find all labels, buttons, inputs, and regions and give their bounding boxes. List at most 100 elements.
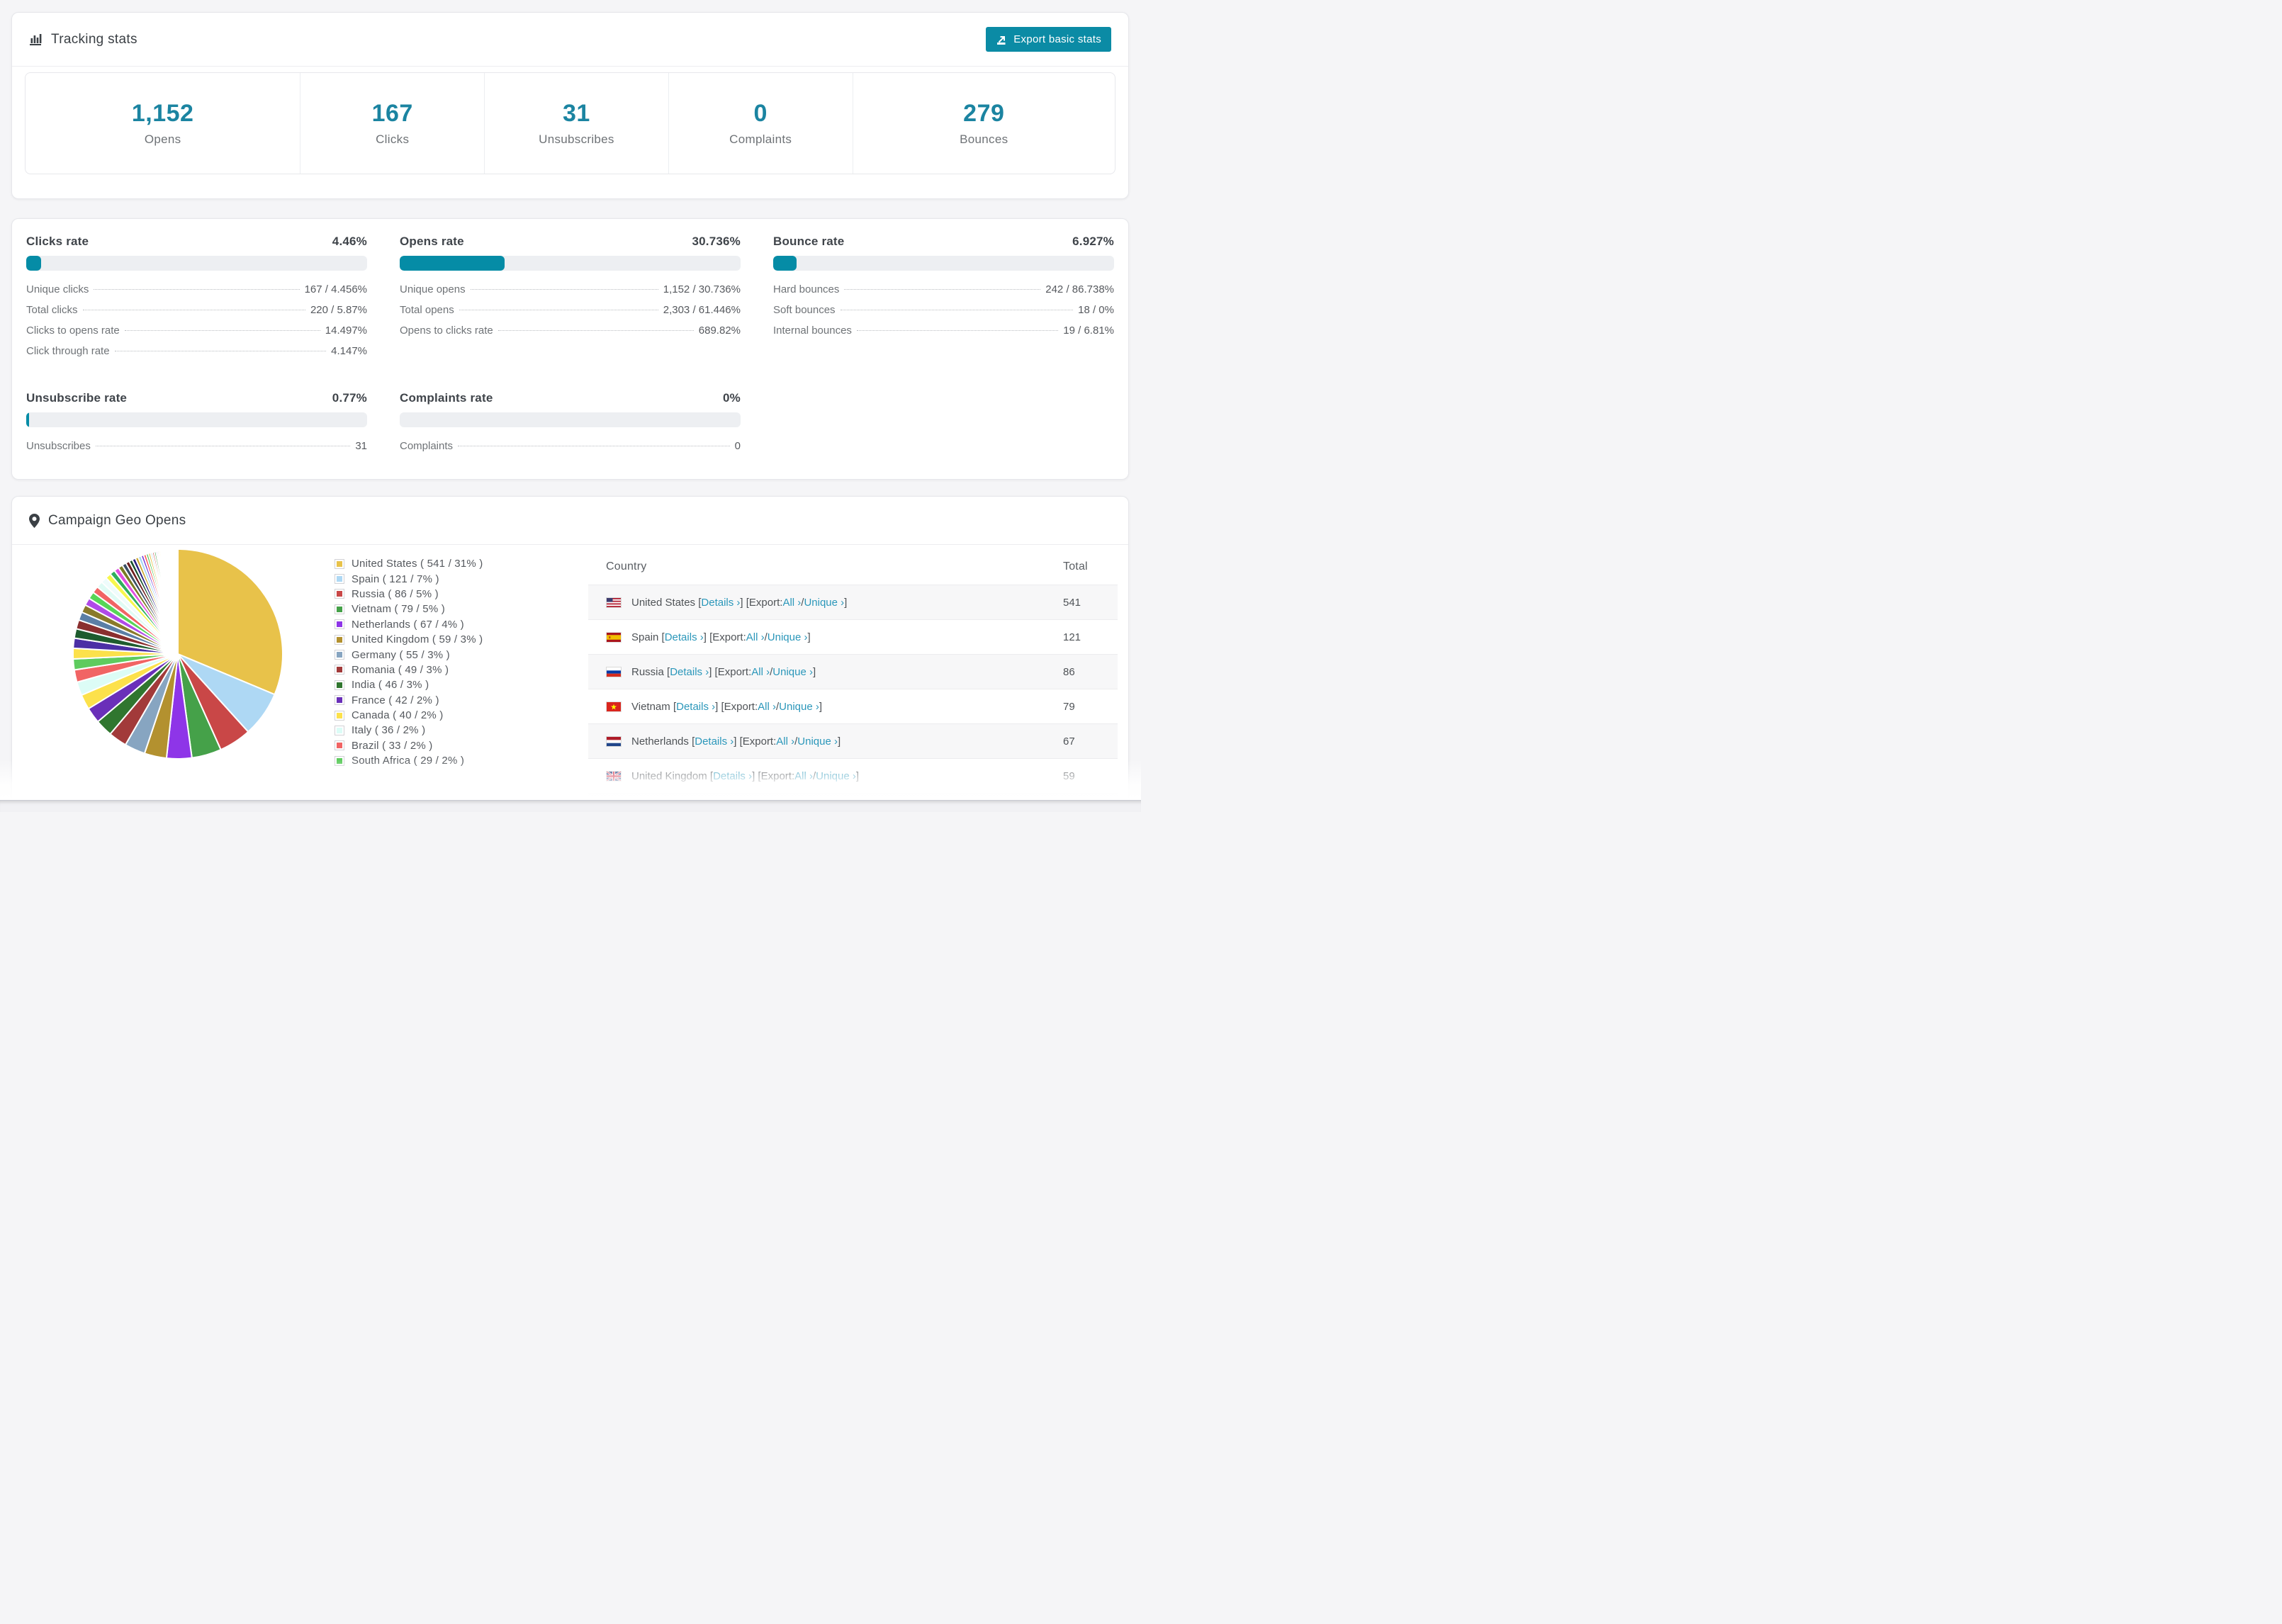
map-marker-icon xyxy=(29,513,40,528)
legend-swatch xyxy=(335,710,344,721)
rate-detail-list: Complaints 0 xyxy=(400,440,741,461)
rate-detail-value: 4.147% xyxy=(331,345,367,357)
export-all-link[interactable]: All › xyxy=(794,769,813,782)
export-all-link[interactable]: All › xyxy=(746,631,765,643)
bracket: [ xyxy=(698,596,702,609)
geo-country-table: Country Total United States [Details ›] … xyxy=(588,549,1118,812)
details-link[interactable]: Details › xyxy=(670,665,709,678)
legend-swatch xyxy=(335,589,344,599)
legend-item-france[interactable]: France ( 42 / 2% ) xyxy=(335,693,483,708)
export-all-link[interactable]: All › xyxy=(776,735,795,748)
total-cell: 541 xyxy=(1063,596,1081,609)
summary-stats-group: 1,152 Opens 167 Clicks 31 Unsubscribes 0 Compla… xyxy=(25,72,1115,174)
export-unique-link[interactable]: Unique › xyxy=(767,631,808,643)
legend-item-vietnam[interactable]: Vietnam ( 79 / 5% ) xyxy=(335,602,483,616)
legend-item-romania[interactable]: Romania ( 49 / 3% ) xyxy=(335,662,483,677)
geo-table-header: Country Total xyxy=(588,549,1118,585)
rate-panel-clicks-rate: Clicks rate 4.46% Unique clicks 167 / 4.456… xyxy=(26,235,367,366)
rate-panel-header: Bounce rate 6.927% xyxy=(773,235,1114,249)
rate-detail-label: Unique opens xyxy=(400,283,466,295)
legend-item-russia[interactable]: Russia ( 86 / 5% ) xyxy=(335,587,483,602)
details-link[interactable]: Details › xyxy=(664,631,704,643)
pie-legend: United States ( 541 / 31% ) Spain ( 121 /… xyxy=(335,556,483,768)
legend-item-united-kingdom[interactable]: United Kingdom ( 59 / 3% ) xyxy=(335,632,483,647)
export-unique-link[interactable]: Unique › xyxy=(772,665,813,678)
tracking-stats-header: Tracking stats Export basic stats xyxy=(12,13,1128,67)
export-unique-link[interactable]: Unique › xyxy=(797,735,838,748)
legend-label: Canada ( 40 / 2% ) xyxy=(352,709,444,722)
export-all-link[interactable]: All › xyxy=(751,665,770,678)
rate-title: Unsubscribe rate xyxy=(26,391,128,405)
rate-detail-row: Unique clicks 167 / 4.456% xyxy=(26,283,367,304)
legend-label: Netherlands ( 67 / 4% ) xyxy=(352,618,464,631)
export-all-link[interactable]: All › xyxy=(782,596,802,609)
export-all-link[interactable]: All › xyxy=(758,700,776,713)
country-cell: United Kingdom [Details ›] [Export: All … xyxy=(588,770,1063,782)
legend-item-italy[interactable]: Italy ( 36 / 2% ) xyxy=(335,723,483,738)
slash: / xyxy=(770,665,773,678)
legend-item-canada[interactable]: Canada ( 40 / 2% ) xyxy=(335,708,483,723)
summary-stat-label: Bounces xyxy=(960,132,1008,146)
rate-value: 6.927% xyxy=(1072,235,1114,248)
rate-panel-header: Complaints rate 0% xyxy=(400,391,741,405)
legend-item-germany[interactable]: Germany ( 55 / 3% ) xyxy=(335,647,483,662)
rate-title: Opens rate xyxy=(400,235,464,248)
rate-detail-row: Internal bounces 19 / 6.81% xyxy=(773,325,1114,345)
geo-opens-pie-chart[interactable] xyxy=(72,548,284,760)
legend-item-brazil[interactable]: Brazil ( 33 / 2% ) xyxy=(335,738,483,753)
legend-label: United Kingdom ( 59 / 3% ) xyxy=(352,633,483,646)
country-name: Russia xyxy=(631,665,668,678)
bracket: [ xyxy=(667,665,670,678)
bracket: ] xyxy=(807,631,811,643)
legend-swatch xyxy=(335,558,344,569)
legend-item-india[interactable]: India ( 46 / 3% ) xyxy=(335,677,483,692)
export-button-label: Export basic stats xyxy=(1013,33,1101,45)
export-unique-link[interactable]: Unique › xyxy=(816,769,856,782)
legend-label: United States ( 541 / 31% ) xyxy=(352,558,483,570)
flag-icon-nl xyxy=(606,735,622,747)
export-basic-stats-button[interactable]: Export basic stats xyxy=(986,27,1111,52)
rate-detail-label: Complaints xyxy=(400,440,454,452)
rate-detail-row: Unique opens 1,152 / 30.736% xyxy=(400,283,741,304)
rate-detail-label: Soft bounces xyxy=(773,304,836,316)
country-cell: Netherlands [Details ›] [Export: All › /… xyxy=(588,735,1063,748)
country-name: United Kingdom xyxy=(631,769,710,782)
legend-item-south-africa[interactable]: South Africa ( 29 / 2% ) xyxy=(335,753,483,768)
export-unique-link[interactable]: Unique › xyxy=(779,700,819,713)
legend-item-united-states[interactable]: United States ( 541 / 31% ) xyxy=(335,556,483,571)
details-link[interactable]: Details › xyxy=(701,596,741,609)
flag-icon-es xyxy=(606,631,622,643)
total-column-header: Total xyxy=(1063,560,1088,573)
rate-progress-track xyxy=(26,412,367,427)
pie-slice-united-states[interactable] xyxy=(177,548,283,696)
legend-swatch xyxy=(335,665,344,675)
bracket: [ xyxy=(661,631,665,643)
summary-stat-cell: 1,152 Opens xyxy=(26,73,300,174)
legend-item-spain[interactable]: Spain ( 121 / 7% ) xyxy=(335,571,483,586)
rate-detail-row: Clicks to opens rate 14.497% xyxy=(26,325,367,345)
summary-stat-value: 1,152 xyxy=(131,100,194,127)
page-title: Tracking stats xyxy=(51,31,137,47)
details-link[interactable]: Details › xyxy=(713,769,753,782)
summary-stat-label: Complaints xyxy=(729,132,792,146)
rate-panel-header: Clicks rate 4.46% xyxy=(26,235,367,249)
rate-title: Complaints rate xyxy=(400,391,493,405)
bracket: ] [Export: xyxy=(709,665,752,678)
export-unique-link[interactable]: Unique › xyxy=(804,596,845,609)
bracket: [ xyxy=(673,700,677,713)
summary-stat-value: 0 xyxy=(753,100,768,127)
summary-stat-cell: 31 Unsubscribes xyxy=(484,73,668,174)
legend-swatch xyxy=(335,650,344,660)
country-cell: Russia [Details ›] [Export: All › / Uniq… xyxy=(588,666,1063,678)
summary-stat-value: 279 xyxy=(963,100,1005,127)
legend-item-netherlands[interactable]: Netherlands ( 67 / 4% ) xyxy=(335,617,483,632)
bracket: ] xyxy=(812,665,816,678)
table-row-us: United States [Details ›] [Export: All ›… xyxy=(588,585,1118,619)
flag-icon-ru xyxy=(606,666,622,677)
pie-slice-other[interactable] xyxy=(176,548,179,655)
country-column-header: Country xyxy=(606,560,647,573)
rate-progress-track xyxy=(400,256,741,271)
details-link[interactable]: Details › xyxy=(695,735,734,748)
summary-stat-label: Clicks xyxy=(376,132,410,146)
details-link[interactable]: Details › xyxy=(676,700,716,713)
